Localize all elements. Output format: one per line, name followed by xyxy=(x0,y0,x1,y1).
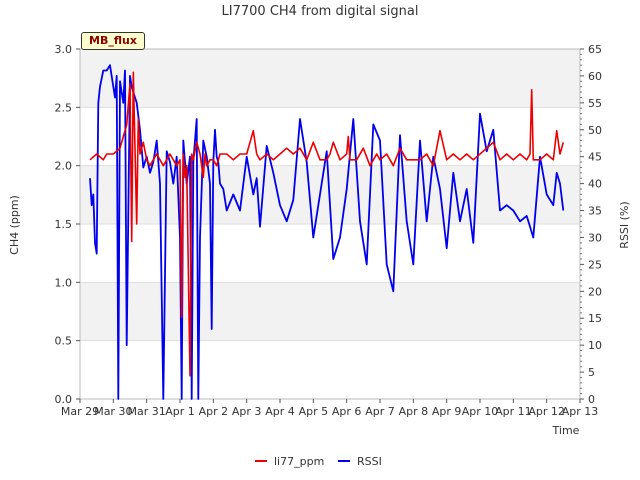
y2-tick-label: 30 xyxy=(588,231,602,244)
y2-tick-label: 50 xyxy=(588,124,602,137)
y2-tick-label: 35 xyxy=(588,205,602,218)
x-tick-label: Apr 10 xyxy=(462,405,499,418)
series-layer xyxy=(89,64,565,400)
x-tick-label: Apr 8 xyxy=(399,405,429,418)
series-line-rssi xyxy=(89,64,565,400)
y-axis-right: 0 5 10 15 20 25 30 35 40 45 50 55 60 65 xyxy=(580,43,602,406)
series-line-li77 xyxy=(89,71,565,377)
y-tick-label: 0.0 xyxy=(55,393,73,406)
x-tick-label: Apr 5 xyxy=(299,405,329,418)
x-axis-label: Time xyxy=(552,424,580,437)
x-tick-label: Mar 31 xyxy=(128,405,166,418)
y-tick-label: 3.0 xyxy=(55,43,73,56)
plot-band xyxy=(80,282,580,341)
plot-band xyxy=(80,49,580,108)
x-tick-label: Apr 1 xyxy=(165,405,195,418)
legend: li77_ppm RSSI xyxy=(255,455,382,468)
y2-tick-label: 60 xyxy=(588,70,602,83)
y2-tick-label: 10 xyxy=(588,339,602,352)
x-tick-label: Apr 9 xyxy=(432,405,462,418)
legend-label-rssi: RSSI xyxy=(357,455,382,468)
y2-tick-label: 65 xyxy=(588,43,602,56)
y2-tick-label: 45 xyxy=(588,151,602,164)
x-tick-label: Apr 7 xyxy=(365,405,395,418)
x-tick-label: Apr 11 xyxy=(495,405,532,418)
x-tick-label: Apr 13 xyxy=(562,405,599,418)
x-tick-label: Mar 29 xyxy=(61,405,99,418)
y2-tick-label: 25 xyxy=(588,258,602,271)
x-tick-label: Apr 2 xyxy=(199,405,229,418)
chart-title: LI7700 CH4 from digital signal xyxy=(222,4,419,19)
y2-axis-label: RSSI (%) xyxy=(618,201,631,248)
x-tick-label: Mar 30 xyxy=(94,405,132,418)
y2-tick-label: 55 xyxy=(588,97,602,110)
y-axis-label: CH4 (ppm) xyxy=(8,195,21,255)
y-tick-label: 0.5 xyxy=(55,335,73,348)
y-tick-label: 2.5 xyxy=(55,101,73,114)
y2-tick-label: 5 xyxy=(588,366,595,379)
y-tick-label: 1.0 xyxy=(55,276,73,289)
y-axis-left: 0.0 0.5 1.0 1.5 2.0 2.5 3.0 xyxy=(55,43,80,406)
x-tick-label: Apr 3 xyxy=(232,405,262,418)
y2-tick-label: 40 xyxy=(588,178,602,191)
y-tick-label: 2.0 xyxy=(55,160,73,173)
y2-tick-label: 20 xyxy=(588,285,602,298)
site-badge: MB_flux xyxy=(81,32,145,50)
x-tick-label: Apr 12 xyxy=(528,405,565,418)
x-tick-label: Apr 4 xyxy=(265,405,295,418)
y2-tick-label: 15 xyxy=(588,312,602,325)
y2-tick-label: 0 xyxy=(588,393,595,406)
y-tick-label: 1.5 xyxy=(55,218,73,231)
x-tick-label: Apr 6 xyxy=(332,405,362,418)
legend-label-li77: li77_ppm xyxy=(274,455,324,468)
